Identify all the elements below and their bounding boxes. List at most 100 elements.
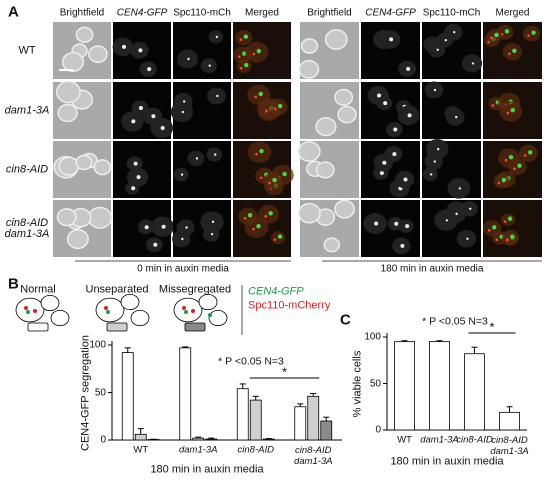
- micrograph: [361, 82, 420, 139]
- spot: [374, 221, 379, 226]
- cell: [57, 103, 78, 123]
- y-tick-label: 0: [375, 424, 381, 436]
- row-label: dam1-3A: [4, 104, 50, 116]
- micrograph-bg: [173, 22, 231, 79]
- legend-label: Unseparated: [85, 283, 149, 296]
- micrograph: [53, 80, 111, 139]
- y-tick-label: 50: [94, 387, 106, 398]
- spot: [268, 181, 271, 185]
- micrograph: [297, 141, 359, 198]
- micrograph: [483, 141, 542, 198]
- x-tick-label: cin8-AID: [456, 434, 493, 446]
- micrograph: [113, 200, 174, 257]
- micrograph: [170, 82, 231, 139]
- x-tick-label: dam1-3A: [178, 444, 218, 456]
- spot: [160, 126, 165, 131]
- spot: [503, 220, 507, 223]
- spot: [195, 157, 199, 160]
- spot: [151, 114, 156, 119]
- cell: [93, 159, 112, 176]
- micrograph: [422, 81, 481, 139]
- micrograph: [233, 22, 291, 79]
- cell: [483, 220, 502, 237]
- spot: [191, 309, 195, 313]
- spot: [138, 106, 143, 111]
- cell-outline: [198, 293, 218, 311]
- spot: [504, 29, 510, 34]
- cell: [297, 202, 321, 224]
- micrograph: [53, 22, 111, 79]
- spot: [494, 32, 499, 38]
- cell: [493, 173, 511, 189]
- panel-label: A: [8, 3, 19, 21]
- annotation: * P <0.05 N=3: [422, 315, 488, 328]
- spot: [403, 177, 408, 182]
- spot: [382, 160, 387, 165]
- micrograph: [298, 22, 359, 79]
- spot: [458, 187, 462, 190]
- cell-outline: [208, 309, 228, 327]
- row-label: WT: [18, 44, 36, 56]
- spot: [181, 237, 184, 241]
- spot: [181, 110, 185, 114]
- error-bar: [195, 436, 202, 439]
- error-bar: [208, 437, 215, 440]
- bar: [320, 420, 333, 441]
- spot: [243, 34, 249, 39]
- spot: [512, 48, 517, 54]
- cell: [55, 80, 81, 104]
- spot: [471, 62, 475, 65]
- cell: [297, 141, 321, 162]
- error-bar: [310, 392, 317, 397]
- bar: [464, 353, 485, 431]
- annotation: * P <0.05 N=3: [218, 355, 284, 368]
- y-axis-label: % viable cells: [351, 350, 364, 417]
- micrograph: [233, 200, 291, 257]
- spot: [273, 107, 277, 111]
- spot: [508, 52, 511, 56]
- micrograph: [422, 139, 481, 199]
- spot: [497, 181, 501, 185]
- micrograph: [300, 82, 359, 139]
- spot: [214, 153, 217, 156]
- spot: [24, 306, 28, 310]
- column-header: Brightfield: [59, 7, 105, 19]
- column-header: CEN4-GFP: [365, 7, 416, 19]
- cell: [315, 117, 337, 137]
- spot: [531, 30, 536, 35]
- cell: [334, 88, 354, 106]
- legend-label: Missegregated: [158, 283, 232, 296]
- spot: [187, 57, 190, 61]
- spot: [182, 100, 186, 103]
- spot: [487, 229, 491, 232]
- spot: [33, 309, 37, 313]
- column-header: Merged: [245, 7, 279, 19]
- cell: [501, 229, 519, 246]
- spot: [444, 38, 448, 42]
- spot: [490, 36, 493, 40]
- cell: [501, 213, 516, 226]
- cell: [56, 208, 77, 227]
- spot: [487, 40, 490, 44]
- spot: [501, 177, 507, 183]
- spot: [394, 221, 399, 226]
- cell: [66, 229, 89, 250]
- cell: [88, 45, 108, 64]
- spot: [507, 216, 513, 221]
- spot: [433, 88, 437, 92]
- micrograph: [173, 141, 231, 198]
- micrograph: [113, 141, 171, 198]
- spot: [389, 37, 394, 42]
- bar: [205, 438, 218, 441]
- spot: [513, 167, 516, 170]
- spot: [278, 103, 283, 109]
- cell: [61, 52, 84, 73]
- micrograph: [297, 199, 359, 257]
- bar: [134, 433, 147, 441]
- bar: [262, 438, 275, 441]
- spot: [244, 62, 249, 68]
- spot: [256, 48, 262, 54]
- legend-swatch: [106, 322, 128, 332]
- error-bar: [436, 340, 443, 342]
- spot: [277, 234, 283, 239]
